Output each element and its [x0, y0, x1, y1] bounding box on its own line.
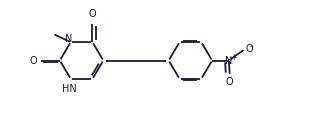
- Text: O: O: [89, 9, 96, 19]
- Text: O: O: [30, 56, 37, 65]
- Text: –: –: [249, 42, 253, 51]
- Text: +: +: [230, 53, 236, 62]
- Text: N: N: [65, 34, 73, 44]
- Text: HN: HN: [62, 84, 76, 94]
- Text: O: O: [226, 77, 234, 87]
- Text: O: O: [245, 44, 253, 54]
- Text: N: N: [225, 56, 233, 65]
